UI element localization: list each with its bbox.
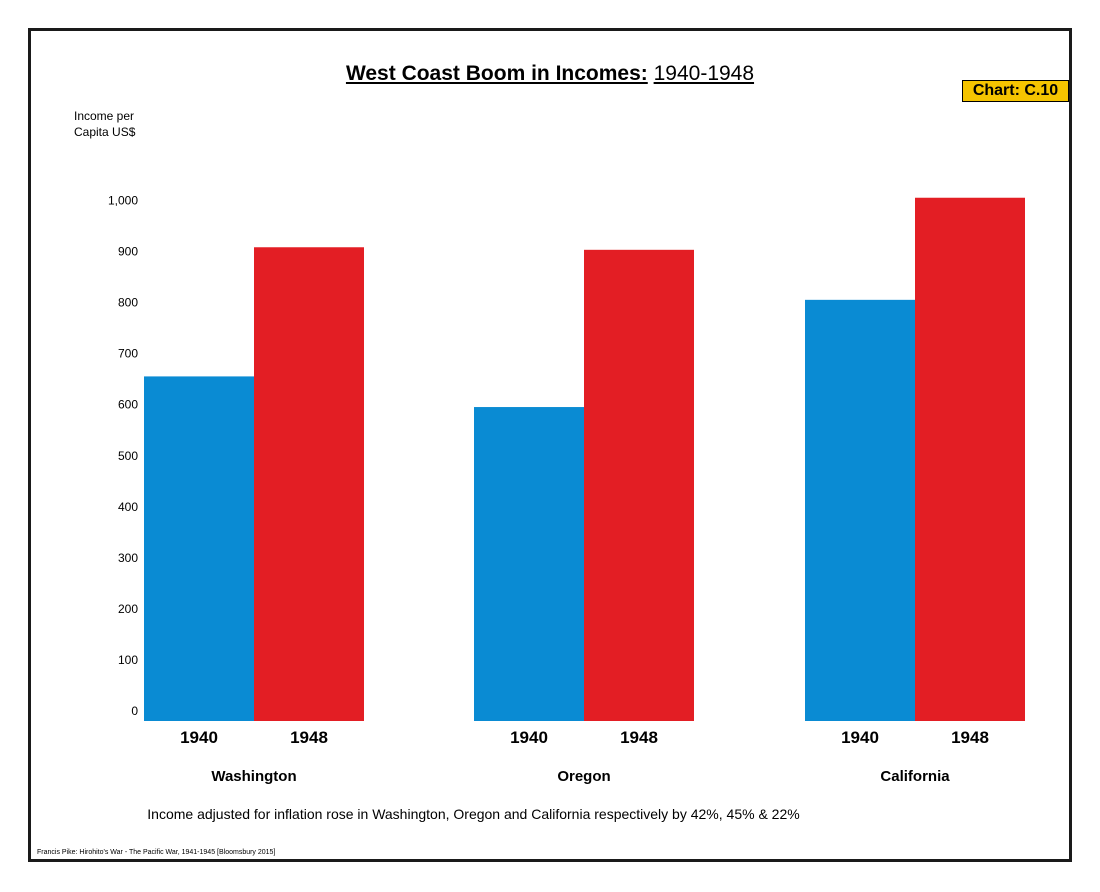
x-tick-label-california-1948: 1948 xyxy=(951,728,989,747)
title-main: West Coast Boom in Incomes: xyxy=(345,62,648,85)
y-tick-label-600: 600 xyxy=(118,398,138,412)
chart-note: Income adjusted for inflation rose in Wa… xyxy=(147,806,800,822)
y-tick-label-500: 500 xyxy=(118,449,138,463)
y-tick-label-400: 400 xyxy=(118,500,138,514)
chart-title: West Coast Boom in Incomes: 1940-1948 xyxy=(0,62,1100,86)
bar-oregon-1948 xyxy=(584,249,694,721)
group-label-oregon: Oregon xyxy=(557,768,610,785)
y-axis-label: Income per Capita US$ xyxy=(74,108,135,140)
group-label-washington: Washington xyxy=(211,768,296,785)
group-label-california: California xyxy=(880,768,950,785)
y-axis-label-line-2: Capita US$ xyxy=(74,125,136,139)
x-tick-label-california-1940: 1940 xyxy=(841,728,879,747)
x-tick-label-washington-1948: 1948 xyxy=(290,728,328,747)
y-tick-label-100: 100 xyxy=(118,653,138,667)
chart-frame xyxy=(28,28,1072,862)
bar-california-1940 xyxy=(805,299,915,721)
y-axis-label-line-1: Income per xyxy=(74,109,135,123)
bar-washington-1940 xyxy=(144,376,254,721)
title-years: 1940-1948 xyxy=(653,62,755,85)
bar-california-1948 xyxy=(915,197,1025,722)
x-tick-label-oregon-1948: 1948 xyxy=(620,728,658,747)
chart-source: Francis Pike: Hirohito's War - The Pacif… xyxy=(37,849,276,856)
x-tick-label-oregon-1940: 1940 xyxy=(510,728,548,747)
y-tick-label-800: 800 xyxy=(118,296,138,310)
bar-washington-1948 xyxy=(254,247,364,722)
y-tick-label-300: 300 xyxy=(118,551,138,565)
chart-badge: Chart: C.10 xyxy=(962,80,1069,102)
x-tick-label-washington-1940: 1940 xyxy=(180,728,218,747)
y-tick-label-700: 700 xyxy=(118,347,138,361)
y-tick-label-0: 0 xyxy=(131,704,138,718)
y-tick-label-900: 900 xyxy=(118,245,138,259)
bar-oregon-1940 xyxy=(474,407,584,721)
y-tick-label-200: 200 xyxy=(118,602,138,616)
y-tick-label-1000: 1,000 xyxy=(108,194,138,208)
